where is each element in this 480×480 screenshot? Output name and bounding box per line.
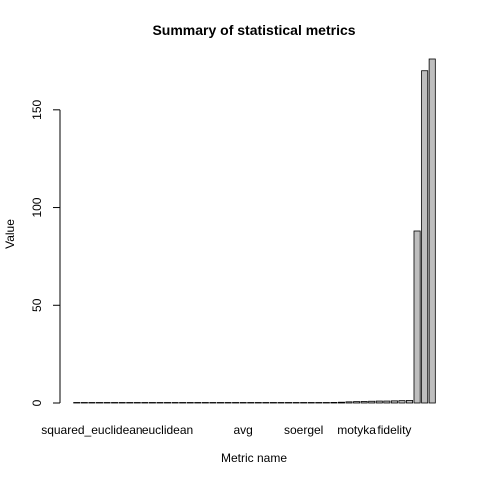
bar-19 [216, 402, 224, 404]
bar-45 [413, 230, 421, 404]
bar-29 [292, 402, 300, 404]
chart-title: Summary of statistical metrics [152, 22, 355, 38]
bar-11 [156, 402, 164, 404]
x-tick-label-avg: avg [233, 423, 252, 437]
bar-2 [88, 402, 96, 404]
bar-20 [224, 402, 232, 404]
bar-34 [330, 402, 338, 404]
bar-12 [164, 402, 172, 404]
x-tick-label-squared_euclidean: squared_euclidean [41, 423, 142, 437]
bar-21 [232, 402, 240, 404]
y-axis: 0 50 100 150 [30, 99, 61, 406]
bar-40 [375, 400, 383, 404]
bar-10 [148, 402, 156, 404]
bar-7 [126, 402, 134, 404]
bar-30 [300, 402, 308, 404]
bar-13 [171, 402, 179, 404]
y-tick-label-150: 150 [30, 99, 44, 119]
bar-39 [368, 400, 376, 404]
x-tick-label-fidelity: fidelity [377, 423, 411, 437]
bar-3 [95, 402, 103, 404]
bar-47 [428, 58, 436, 404]
bar-16 [194, 402, 202, 404]
bar-1 [80, 402, 88, 404]
bar-6 [118, 402, 126, 404]
bar-24 [254, 402, 262, 404]
bar-25 [262, 402, 270, 404]
bar-35 [337, 401, 345, 404]
bar-5 [111, 402, 119, 404]
y-tick-label-0: 0 [30, 399, 44, 406]
y-tick-label-100: 100 [30, 197, 44, 217]
x-tick-label-motyka: motyka [337, 423, 376, 437]
bar-31 [307, 402, 315, 404]
bar-44 [406, 400, 414, 404]
bar-37 [353, 401, 361, 404]
bars-group [73, 58, 436, 404]
bar-36 [345, 401, 353, 404]
bar-27 [277, 402, 285, 404]
bar-9 [141, 402, 149, 404]
y-tick-label-50: 50 [30, 298, 44, 312]
bar-17 [201, 402, 209, 404]
bar-26 [269, 402, 277, 404]
bar-38 [360, 401, 368, 404]
bar-4 [103, 402, 111, 404]
y-axis-label: Value [3, 219, 17, 249]
bar-14 [179, 402, 187, 404]
x-axis-label: Metric name [221, 451, 287, 465]
bar-28 [285, 402, 293, 404]
bar-15 [186, 402, 194, 404]
bar-42 [390, 400, 398, 404]
x-tick-label-euclidean: euclidean [142, 423, 193, 437]
bar-46 [421, 70, 429, 404]
bar-18 [209, 402, 217, 404]
bar-32 [315, 402, 323, 404]
x-tick-label-soergel: soergel [284, 423, 323, 437]
bar-43 [398, 400, 406, 404]
x-tick-labels: squared_euclidean euclidean avg soergel moty… [41, 423, 411, 437]
bar-0 [73, 402, 81, 404]
bar-8 [133, 402, 141, 404]
bar-33 [322, 402, 330, 404]
bar-23 [247, 402, 255, 404]
bar-41 [383, 400, 391, 404]
bar-22 [239, 402, 247, 404]
